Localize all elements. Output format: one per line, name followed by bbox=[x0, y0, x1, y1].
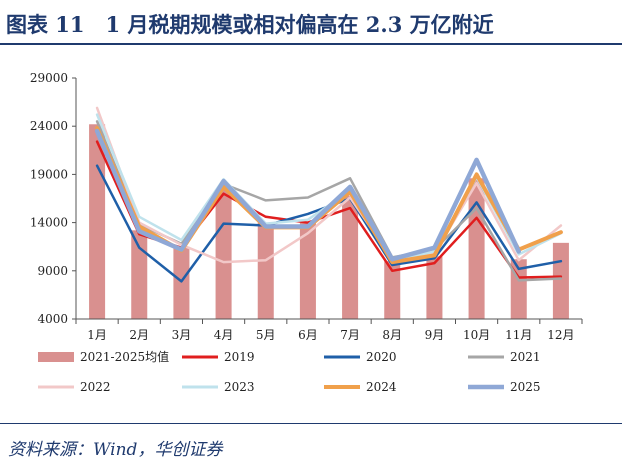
x-tick-label: 5月 bbox=[256, 328, 276, 342]
x-tick-label: 10月 bbox=[463, 328, 490, 342]
line-series-2020 bbox=[95, 164, 563, 283]
legend-swatch-2021-2025均值 bbox=[38, 352, 74, 362]
source-note: 资料来源：Wind，华创证券 bbox=[8, 440, 223, 460]
x-tick-label: 11月 bbox=[505, 328, 532, 342]
bar-2月 bbox=[131, 230, 148, 319]
x-tick-label: 8月 bbox=[382, 328, 402, 342]
x-tick-label: 4月 bbox=[214, 328, 234, 342]
bar-10月 bbox=[468, 178, 485, 319]
bar-6月 bbox=[299, 222, 316, 319]
figure-header: 图表 11 1 月税期规模或相对偏高在 2.3 万亿附近 bbox=[0, 0, 622, 46]
chart: 4000 9000 14000 19000 24000 29000 1月 2月 3月 4月 5月 6月… bbox=[30, 71, 583, 394]
bar-4月 bbox=[215, 189, 232, 319]
legend-label-2021: 2021 bbox=[510, 350, 541, 364]
y-tick-label: 24000 bbox=[30, 119, 68, 133]
y-tick-label: 19000 bbox=[30, 167, 68, 181]
y-tick-label: 29000 bbox=[30, 71, 68, 85]
figure-title: 图表 11 1 月税期规模或相对偏高在 2.3 万亿附近 bbox=[6, 12, 494, 37]
bar-7月 bbox=[342, 195, 359, 319]
y-tick-label: 14000 bbox=[30, 216, 68, 230]
legend-label-2022: 2022 bbox=[80, 380, 111, 394]
bar-5月 bbox=[257, 222, 274, 319]
legend: 2021-2025均值 2019 2020 2021 2022 2023 2024 2025 bbox=[38, 349, 541, 394]
x-tick-label: 1月 bbox=[87, 328, 107, 342]
bar-12月 bbox=[552, 242, 569, 319]
line-series-2025 bbox=[94, 128, 521, 262]
x-tick-label: 12月 bbox=[547, 328, 574, 342]
header-rule bbox=[0, 43, 622, 45]
x-tick-label: 7月 bbox=[340, 328, 360, 342]
legend-label-2025: 2025 bbox=[510, 380, 541, 394]
legend-label-2021-2025均值: 2021-2025均值 bbox=[80, 349, 169, 364]
bar-9月 bbox=[426, 256, 443, 319]
plot-area: 4000 9000 14000 19000 24000 29000 1月 2月 3月 4月 5月 6月… bbox=[30, 71, 583, 342]
line-series-2022 bbox=[95, 106, 563, 264]
x-tick-label: 2月 bbox=[129, 328, 149, 342]
y-tick-label: 4000 bbox=[37, 312, 68, 326]
y-tick-label: 9000 bbox=[37, 264, 68, 278]
legend-label-2023: 2023 bbox=[224, 380, 255, 394]
bar-3月 bbox=[173, 246, 190, 319]
legend-label-2020: 2020 bbox=[366, 350, 397, 364]
footer-rule bbox=[0, 423, 622, 424]
x-tick-label: 6月 bbox=[298, 328, 318, 342]
legend-label-2019: 2019 bbox=[224, 350, 255, 364]
x-tick-label: 3月 bbox=[172, 328, 192, 342]
x-tick-label: 9月 bbox=[425, 328, 445, 342]
bar-8月 bbox=[384, 261, 401, 319]
legend-label-2024: 2024 bbox=[366, 380, 397, 394]
